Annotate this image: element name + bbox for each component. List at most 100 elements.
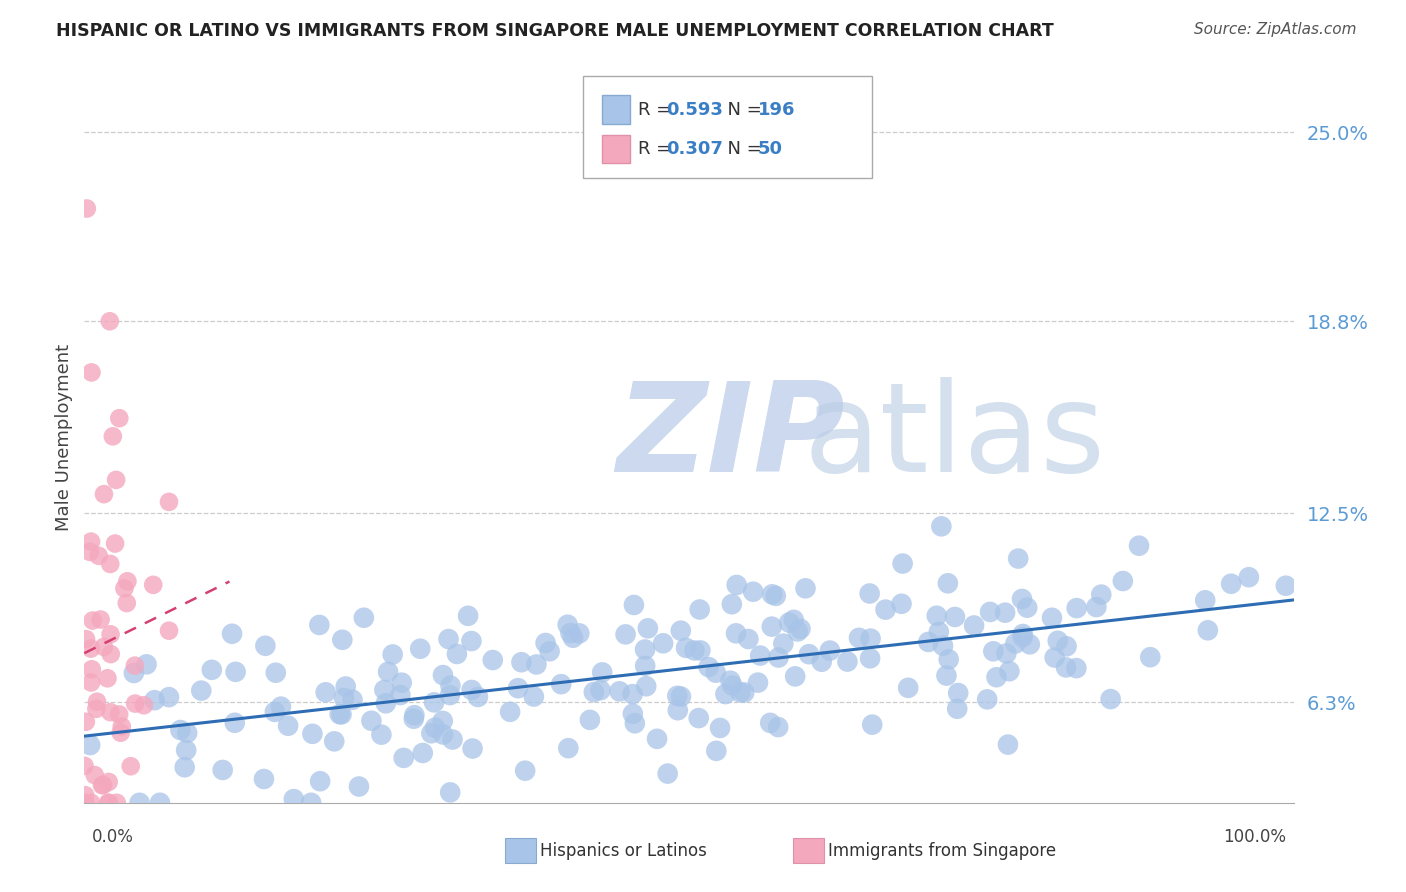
Text: atlas: atlas: [804, 376, 1107, 498]
Point: [402, 712, 425, 726]
Point: [718, 673, 741, 688]
Point: [714, 687, 737, 701]
Point: [404, 708, 426, 723]
Point: [330, 707, 353, 722]
Point: [721, 679, 744, 693]
Point: [90, 613, 112, 627]
Point: [704, 665, 727, 680]
Point: [420, 726, 443, 740]
Point: [360, 714, 382, 728]
Point: [423, 695, 446, 709]
Point: [75, 714, 97, 729]
Point: [283, 792, 305, 806]
Text: R =: R =: [638, 101, 678, 119]
Text: 196: 196: [758, 101, 796, 119]
Point: [157, 495, 180, 509]
Point: [264, 665, 287, 680]
Point: [550, 677, 572, 691]
Point: [557, 617, 579, 632]
Point: [277, 719, 299, 733]
Point: [709, 721, 731, 735]
Point: [308, 618, 330, 632]
Point: [1046, 633, 1069, 648]
Point: [412, 746, 434, 760]
Point: [749, 648, 772, 663]
Point: [120, 759, 142, 773]
Point: [1018, 637, 1040, 651]
Point: [263, 705, 285, 719]
Point: [381, 648, 404, 662]
Point: [943, 610, 966, 624]
Point: [747, 675, 769, 690]
Point: [928, 624, 950, 639]
Point: [1090, 588, 1112, 602]
Point: [737, 632, 759, 646]
Point: [891, 557, 914, 571]
Point: [114, 582, 136, 596]
Point: [1237, 570, 1260, 584]
Point: [669, 624, 692, 638]
Point: [117, 574, 139, 589]
Point: [979, 605, 1001, 619]
Point: [666, 703, 689, 717]
Point: [439, 679, 461, 693]
Text: 0.593: 0.593: [666, 101, 723, 119]
Point: [859, 586, 882, 600]
Point: [765, 589, 787, 603]
Point: [976, 692, 998, 706]
Point: [353, 611, 375, 625]
Point: [591, 665, 613, 680]
Point: [1099, 692, 1122, 706]
Point: [80, 534, 103, 549]
Point: [724, 626, 747, 640]
Point: [579, 713, 602, 727]
Point: [666, 689, 689, 703]
Point: [75, 788, 97, 802]
Point: [79, 545, 101, 559]
Point: [93, 487, 115, 501]
Point: [998, 664, 1021, 678]
Point: [201, 663, 224, 677]
Point: [848, 631, 870, 645]
Point: [523, 690, 546, 704]
Text: Source: ZipAtlas.com: Source: ZipAtlas.com: [1194, 22, 1357, 37]
Point: [637, 621, 659, 635]
Point: [510, 655, 533, 669]
Point: [935, 668, 957, 682]
Point: [461, 741, 484, 756]
Point: [794, 582, 817, 596]
Point: [75, 632, 97, 647]
Point: [1056, 640, 1078, 654]
Point: [423, 721, 446, 735]
Point: [995, 647, 1018, 661]
Text: 0.0%: 0.0%: [91, 828, 134, 846]
Point: [797, 647, 820, 661]
Point: [330, 632, 353, 647]
Text: HISPANIC OR LATINO VS IMMIGRANTS FROM SINGAPORE MALE UNEMPLOYMENT CORRELATION CH: HISPANIC OR LATINO VS IMMIGRANTS FROM SI…: [56, 22, 1054, 40]
Point: [1004, 636, 1026, 650]
Point: [623, 598, 645, 612]
Text: N =: N =: [716, 140, 768, 158]
Point: [725, 578, 748, 592]
Point: [98, 557, 121, 571]
Point: [467, 690, 489, 704]
Point: [621, 687, 644, 701]
Point: [768, 650, 790, 665]
Point: [946, 686, 969, 700]
Point: [86, 695, 108, 709]
Point: [174, 743, 197, 757]
Point: [1220, 576, 1243, 591]
Point: [1007, 551, 1029, 566]
Point: [721, 597, 744, 611]
Point: [997, 738, 1019, 752]
Point: [132, 698, 155, 713]
Point: [111, 719, 134, 733]
Point: [683, 643, 706, 657]
Point: [342, 692, 364, 706]
Point: [614, 627, 637, 641]
Point: [460, 683, 482, 698]
Point: [225, 665, 247, 679]
Point: [301, 727, 323, 741]
Text: ZIP: ZIP: [616, 376, 845, 498]
Point: [506, 681, 529, 696]
